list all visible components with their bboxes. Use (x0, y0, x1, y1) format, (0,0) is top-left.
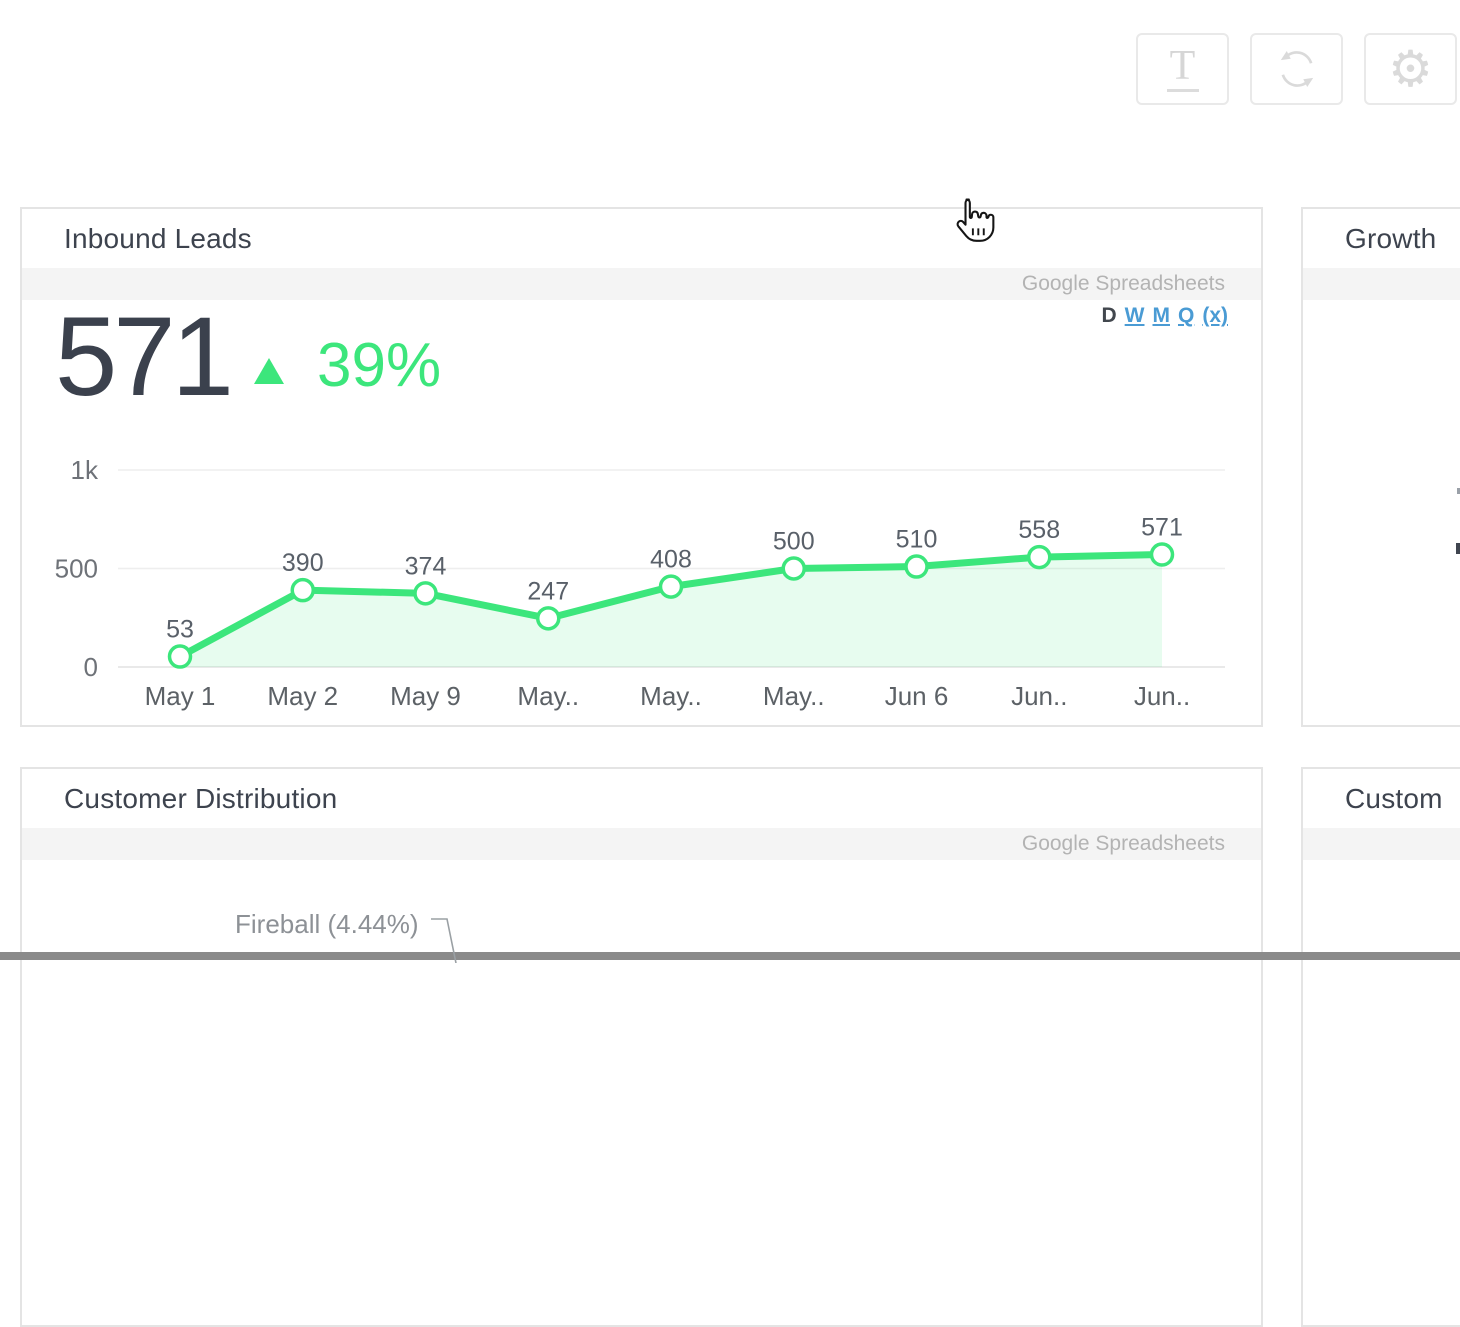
data-point-label: 571 (1141, 514, 1183, 542)
chart-marker (413, 581, 438, 606)
data-point-label: 247 (527, 577, 569, 605)
x-axis-label: May 9 (390, 681, 461, 711)
chart-marker (781, 556, 806, 581)
x-axis-label: May.. (763, 681, 825, 711)
data-point-label: 408 (650, 546, 692, 574)
source-band (1303, 828, 1460, 860)
card-title: Growth (1345, 222, 1437, 254)
chart-marker (536, 606, 561, 631)
range-option-day[interactable]: D (1101, 304, 1117, 327)
time-range-selector: D W M Q (x) (1101, 304, 1228, 328)
refresh-button[interactable] (1250, 33, 1343, 105)
custom-widget: Custom (1301, 767, 1460, 1327)
x-axis-label: Jun.. (1011, 681, 1067, 711)
text-widget-icon: T (1169, 43, 1196, 89)
range-option-month[interactable]: M (1152, 304, 1170, 327)
chart-marker (167, 644, 193, 669)
inbound-leads-widget: Inbound Leads Google Spreadsheets D W M … (20, 207, 1263, 727)
pie-label-leader-line (431, 918, 457, 963)
cursor-pointer-hand (956, 198, 995, 242)
card-title: Customer Distribution (64, 782, 338, 814)
delta-up-icon (254, 358, 284, 384)
x-axis-label: May 2 (267, 681, 338, 711)
x-axis-label: May 1 (145, 681, 216, 711)
data-source-label: Google Spreadsheets (1021, 832, 1225, 855)
data-point-label: 53 (166, 616, 194, 644)
card-title: Inbound Leads (64, 222, 252, 254)
add-text-widget-button[interactable]: T (1136, 33, 1229, 105)
source-band: Google Spreadsheets (22, 268, 1261, 300)
x-axis-label: Jun 6 (885, 681, 949, 711)
data-point-label: 558 (1018, 516, 1060, 544)
customer-distribution-widget: Customer Distribution Google Spreadsheet… (20, 767, 1263, 1327)
chart-marker (290, 577, 315, 603)
x-axis-label: Jun.. (1134, 681, 1190, 711)
metric-delta: 39% (317, 331, 442, 400)
horizontal-scrollbar[interactable] (0, 952, 1460, 960)
chart-marker (1027, 544, 1052, 570)
y-axis-tick-label: 1k (71, 455, 99, 485)
refresh-icon (1280, 51, 1313, 87)
x-axis-label: May.. (640, 681, 702, 711)
settings-button[interactable]: ⚙ (1364, 33, 1457, 105)
clipped-content-fragment (1456, 543, 1460, 554)
gear-icon: ⚙ (1388, 40, 1433, 98)
card-header: Customer Distribution (22, 769, 1261, 828)
x-axis-label: May.. (517, 681, 579, 711)
chart-marker (904, 554, 929, 579)
source-band: Google Spreadsheets (22, 828, 1261, 860)
metric-value: 571 (55, 294, 234, 419)
chart-marker (658, 574, 684, 599)
dashboard-toolbar: T ⚙ (1136, 33, 1457, 105)
data-source-label: Google Spreadsheets (1021, 272, 1225, 295)
data-point-label: 510 (896, 526, 938, 554)
growth-widget: Growth (1301, 207, 1460, 727)
chart-area-fill (180, 554, 1162, 667)
chart-marker (1149, 542, 1175, 567)
y-axis-tick-label: 0 (84, 652, 98, 682)
source-band (1303, 268, 1460, 300)
card-header: Inbound Leads (22, 209, 1261, 268)
clipped-content-fragment (1457, 488, 1460, 494)
card-header: Growth (1303, 209, 1460, 268)
data-point-label: 500 (773, 528, 815, 556)
card-title: Custom (1345, 782, 1443, 814)
pie-slice-label: Fireball (4.44%) (235, 909, 419, 939)
range-option-week[interactable]: W (1124, 304, 1145, 327)
inbound-leads-chart: 1k 500 0 53 May 1 390 May 2 374 May 9 247 May.. 408… (55, 455, 1225, 711)
text-widget-icon-underline (1166, 89, 1199, 92)
data-point-label: 374 (405, 552, 447, 580)
range-option-quarter[interactable]: Q (1177, 304, 1195, 327)
card-header: Custom (1303, 769, 1460, 828)
range-option-custom[interactable]: (x) (1202, 304, 1228, 327)
data-point-label: 390 (282, 549, 324, 577)
y-axis-tick-label: 500 (55, 554, 98, 584)
